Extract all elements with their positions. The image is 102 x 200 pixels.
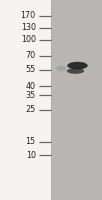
FancyBboxPatch shape — [0, 0, 51, 200]
Ellipse shape — [67, 68, 84, 74]
Text: 170: 170 — [21, 11, 36, 21]
Text: 35: 35 — [26, 90, 36, 99]
Text: 55: 55 — [26, 66, 36, 74]
Text: 15: 15 — [26, 138, 36, 146]
Text: 10: 10 — [26, 150, 36, 160]
Text: 25: 25 — [26, 105, 36, 114]
FancyBboxPatch shape — [51, 0, 102, 200]
Ellipse shape — [56, 66, 66, 71]
Ellipse shape — [67, 62, 88, 69]
Text: 70: 70 — [26, 51, 36, 60]
Text: 40: 40 — [26, 82, 36, 91]
Text: 130: 130 — [21, 23, 36, 32]
Text: 100: 100 — [21, 36, 36, 45]
